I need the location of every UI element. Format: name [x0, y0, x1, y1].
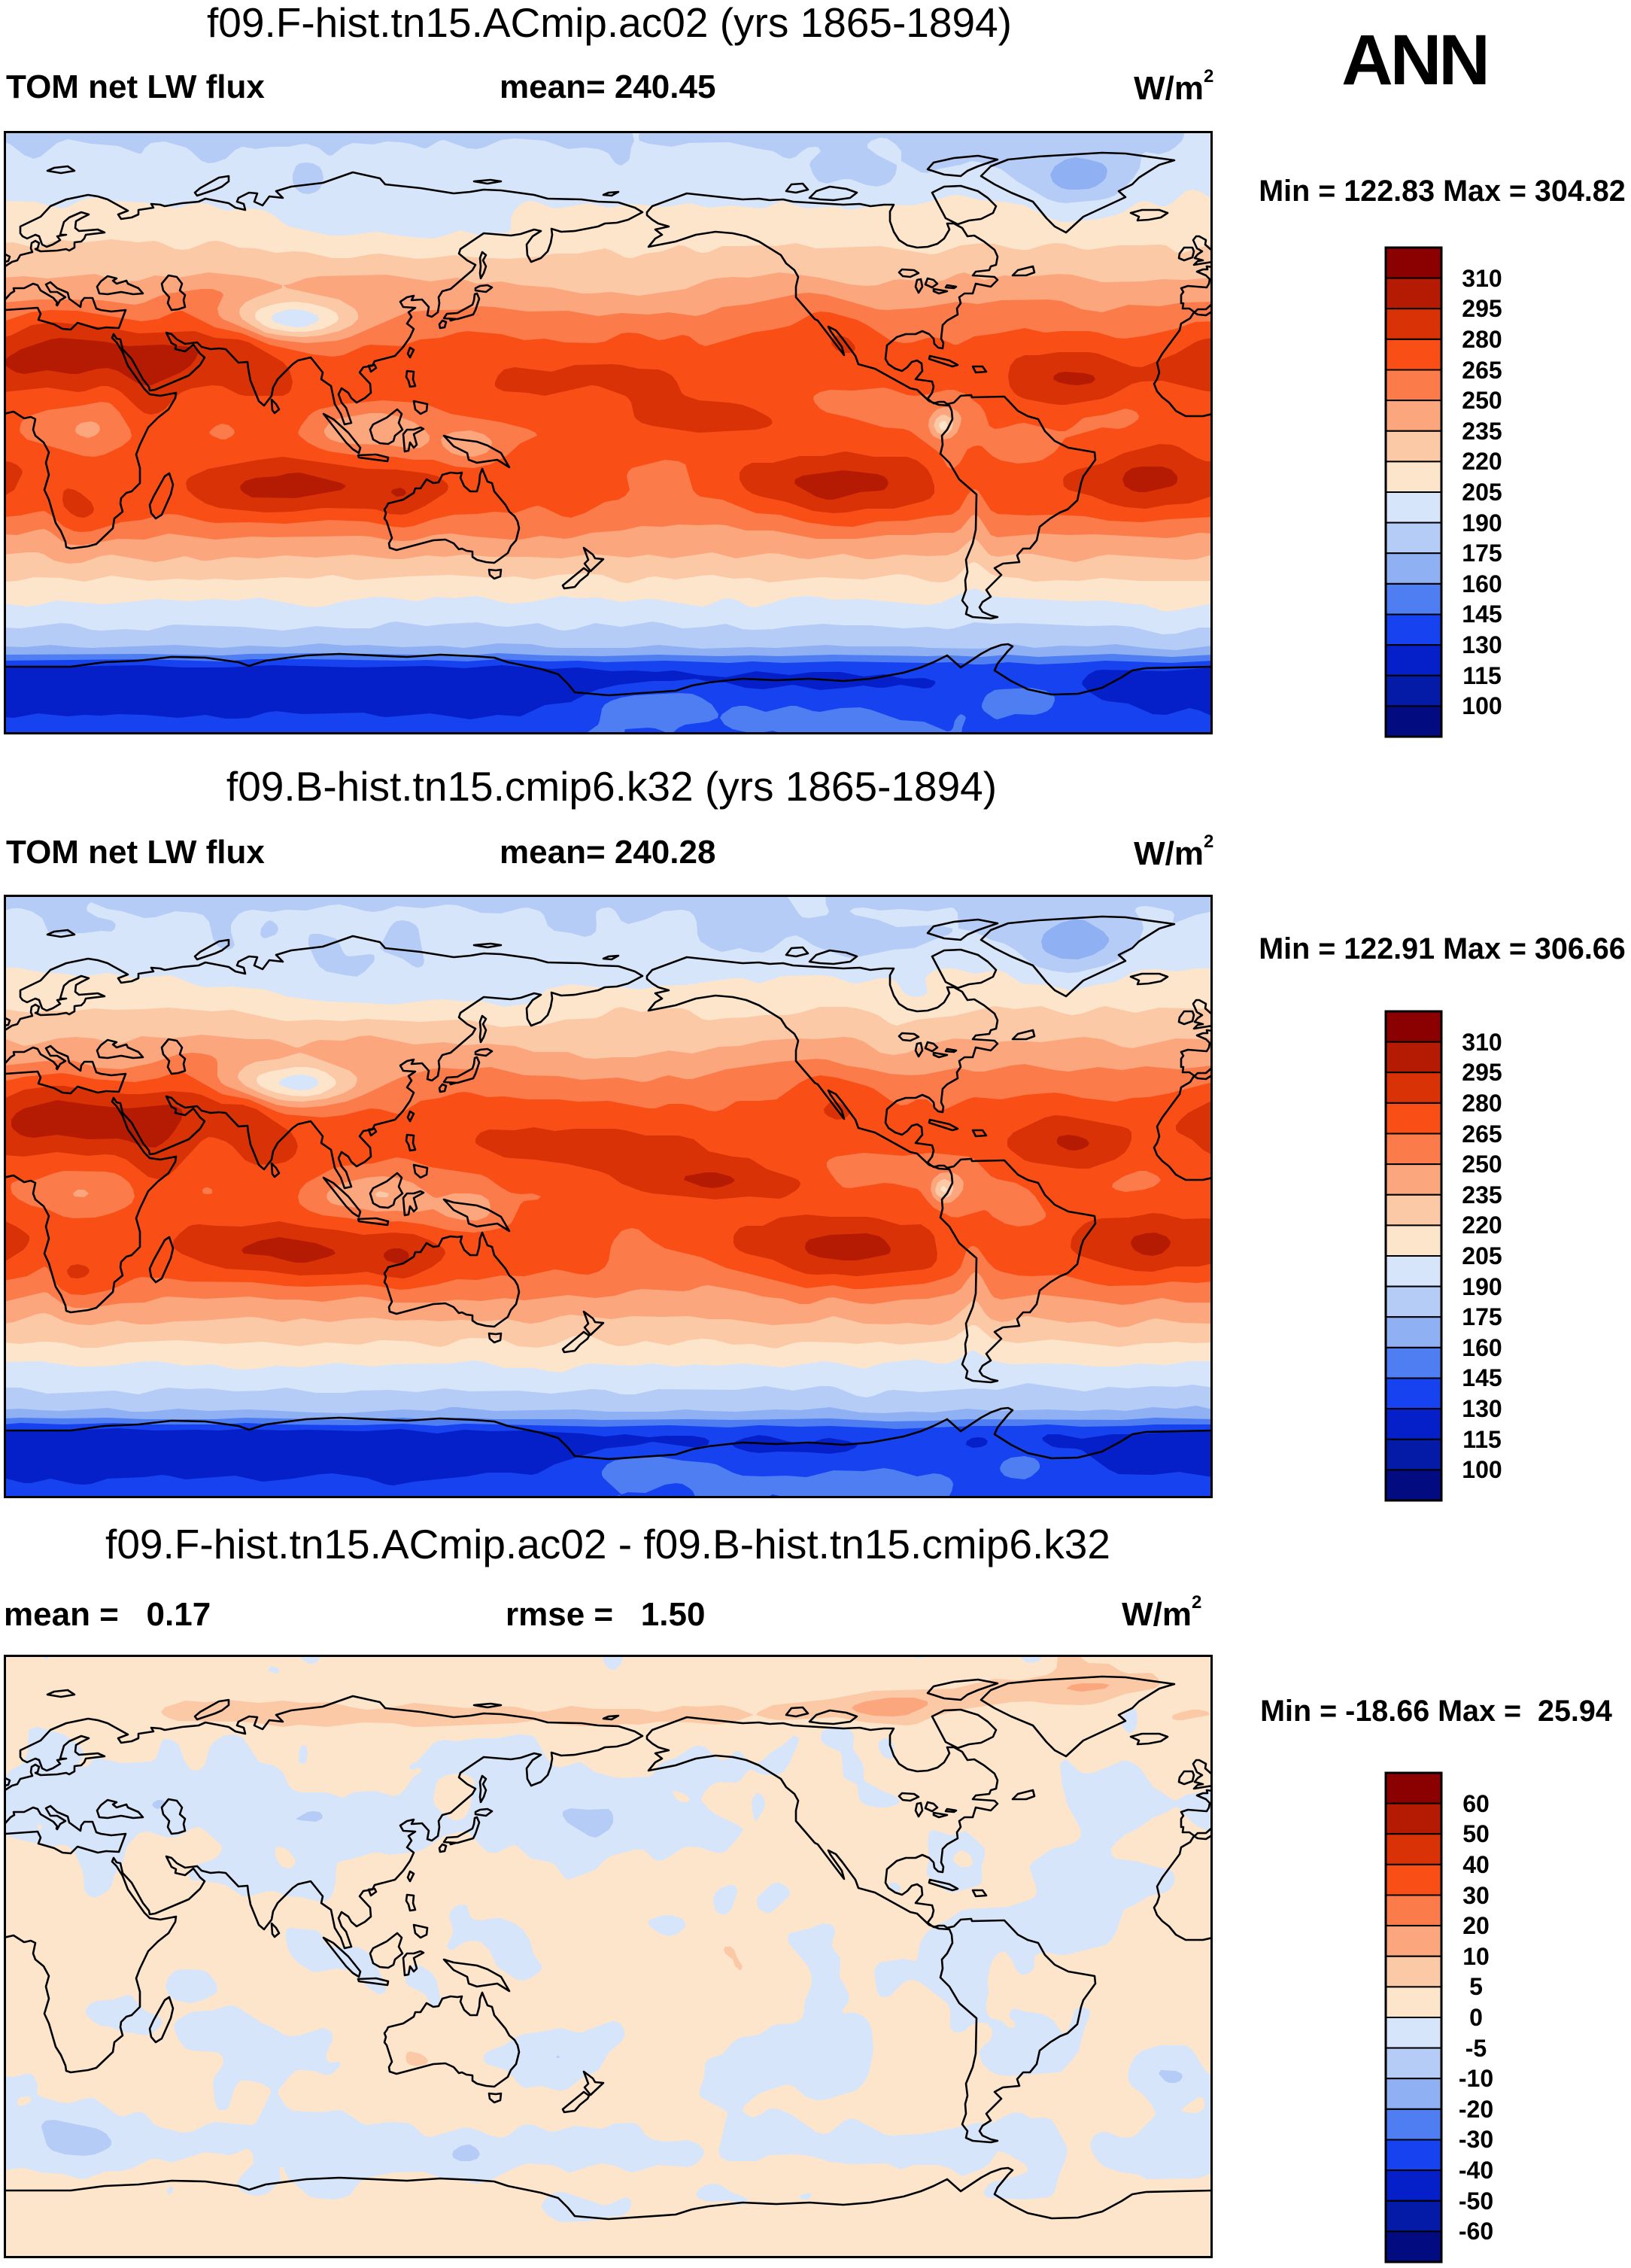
svg-text:-40: -40: [1459, 2157, 1493, 2184]
svg-text:310: 310: [1462, 265, 1502, 292]
svg-text:145: 145: [1462, 1364, 1502, 1391]
svg-text:-20: -20: [1459, 2096, 1493, 2123]
svg-text:160: 160: [1462, 1334, 1502, 1361]
svg-text:265: 265: [1462, 1120, 1502, 1148]
svg-text:310: 310: [1462, 1029, 1502, 1056]
svg-text:295: 295: [1462, 295, 1502, 322]
svg-text:250: 250: [1462, 387, 1502, 414]
svg-text:250: 250: [1462, 1151, 1502, 1178]
svg-text:-5: -5: [1465, 2035, 1487, 2062]
svg-text:60: 60: [1462, 1790, 1490, 1817]
svg-text:50: 50: [1462, 1820, 1490, 1847]
svg-text:130: 130: [1462, 1395, 1502, 1422]
svg-text:0: 0: [1469, 2004, 1483, 2031]
svg-text:235: 235: [1462, 418, 1502, 445]
svg-text:115: 115: [1462, 662, 1502, 689]
svg-text:280: 280: [1462, 326, 1502, 353]
svg-text:5: 5: [1469, 1973, 1483, 2000]
svg-text:100: 100: [1462, 1456, 1502, 1483]
svg-text:280: 280: [1462, 1090, 1502, 1117]
svg-text:295: 295: [1462, 1059, 1502, 1086]
svg-text:-60: -60: [1459, 2218, 1493, 2245]
svg-text:160: 160: [1462, 570, 1502, 597]
svg-text:40: 40: [1462, 1851, 1490, 1878]
svg-text:30: 30: [1462, 1882, 1490, 1909]
svg-text:-30: -30: [1459, 2126, 1493, 2153]
svg-text:20: 20: [1462, 1912, 1490, 1939]
svg-text:-10: -10: [1459, 2065, 1493, 2092]
svg-text:115: 115: [1462, 1426, 1502, 1453]
svg-text:205: 205: [1462, 1242, 1502, 1269]
svg-text:220: 220: [1462, 448, 1502, 475]
svg-text:-50: -50: [1459, 2187, 1493, 2215]
svg-text:235: 235: [1462, 1181, 1502, 1208]
svg-text:205: 205: [1462, 479, 1502, 506]
svg-text:145: 145: [1462, 600, 1502, 628]
svg-text:130: 130: [1462, 631, 1502, 658]
svg-text:10: 10: [1462, 1943, 1490, 1970]
svg-text:100: 100: [1462, 692, 1502, 719]
svg-text:190: 190: [1462, 509, 1502, 537]
svg-text:175: 175: [1462, 1303, 1502, 1330]
svg-text:175: 175: [1462, 540, 1502, 567]
svg-text:190: 190: [1462, 1273, 1502, 1300]
svg-text:220: 220: [1462, 1212, 1502, 1239]
svg-text:265: 265: [1462, 357, 1502, 384]
